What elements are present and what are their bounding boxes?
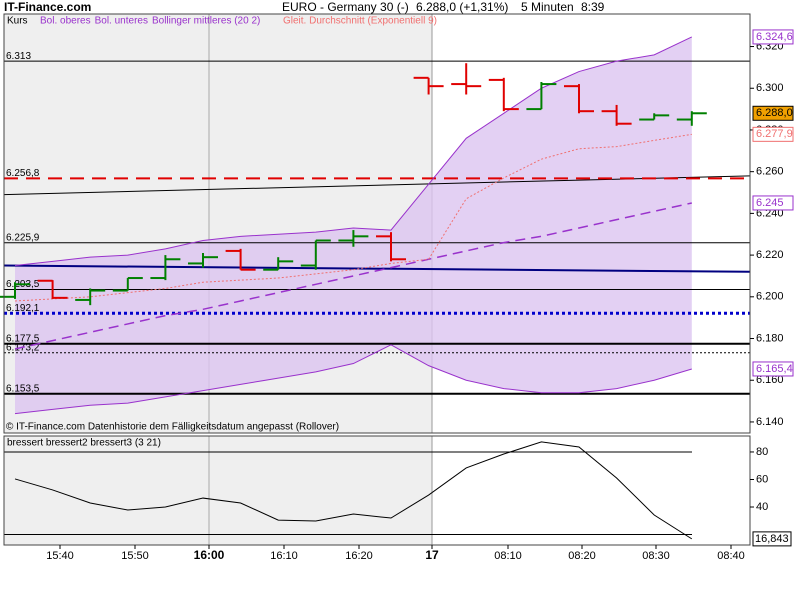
level-label: 6.153,5 <box>6 383 40 394</box>
indicator-line <box>14 202 692 350</box>
footer: © IT-Finance.com Datenhistorie dem Fälli… <box>6 422 339 433</box>
x-tick-label: 17 <box>425 548 439 562</box>
x-tick-label: 08:30 <box>642 550 670 562</box>
previous-day-shade <box>4 436 432 545</box>
level-label: 6.313 <box>6 51 31 62</box>
end-label-box <box>752 126 794 142</box>
indicator-frame <box>3 435 751 546</box>
end-label: 6.288,0 <box>756 107 793 119</box>
y-label: Kurs <box>7 16 28 27</box>
y-tick-label: 6.180 <box>756 332 784 344</box>
indicator-line <box>14 36 693 267</box>
main-frame <box>3 13 751 434</box>
y-tick-label: 80 <box>756 446 768 458</box>
x-tick-label: 08:20 <box>568 550 596 562</box>
end-label: 6.277,9 <box>756 128 793 140</box>
y-tick-label: 6.260 <box>756 166 784 178</box>
x-tick-label: 15:50 <box>121 550 149 562</box>
end-label: 6.245 <box>756 197 784 209</box>
site-name: IT-Finance.com <box>4 0 91 14</box>
y-tick-label: 6.160 <box>756 374 784 386</box>
bollinger-band <box>15 36 692 414</box>
legend-entry: Bol. oberes <box>40 16 91 27</box>
x-tick-label: 08:10 <box>494 550 522 562</box>
legend-entry: Gleit. Durchschnitt (Exponentiell 9) <box>283 16 437 27</box>
level-label: 6.177,5 <box>6 333 40 344</box>
end-label: 6.324,6 <box>756 31 793 43</box>
y-tick-label: 40 <box>756 501 768 513</box>
y-tick-label: 6.300 <box>756 82 784 94</box>
end-label: 16,843 <box>755 533 789 545</box>
y-tick-label: 6.140 <box>756 416 784 428</box>
y-tick-label: 6.200 <box>756 291 784 303</box>
indicator-panel <box>4 436 693 545</box>
end-label-box <box>752 29 794 45</box>
legend-entry: Bollinger mittleres (20 2) <box>152 16 260 27</box>
quote: 6.288,0 (+1,31%) <box>416 0 508 14</box>
legend-entry: Bol. unteres <box>95 16 148 27</box>
end-label-box <box>752 195 794 211</box>
x-tick-label: 15:40 <box>46 550 74 562</box>
interval: 5 Minuten <box>521 0 574 14</box>
level-label: 6.256,8 <box>6 168 40 179</box>
chart-title: EURO - Germany 30 (-) <box>282 0 409 14</box>
trend-line <box>3 264 751 273</box>
x-tick-label: 16:10 <box>270 550 298 562</box>
x-tick-label: 08:40 <box>717 550 745 562</box>
end-label-box <box>752 531 792 547</box>
indicator-line <box>14 344 692 415</box>
level-label: 6.192,1 <box>6 303 40 314</box>
time: 8:39 <box>581 0 605 14</box>
indicator-line <box>14 133 692 302</box>
level-label: 6.225,9 <box>6 232 40 243</box>
end-label-box <box>752 361 794 377</box>
end-label-box <box>752 105 794 121</box>
end-label: 6.165,4 <box>756 363 793 375</box>
x-tick-label: 16:00 <box>194 548 225 562</box>
main-panel: 6.3136.256,86.225,96.203,56.192,16.177,5… <box>0 14 751 433</box>
y-tick-label: 60 <box>756 473 768 485</box>
x-tick-label: 16:20 <box>345 550 373 562</box>
y-tick-label: 6.220 <box>756 249 784 261</box>
indicator-title: bressert bressert2 bressert3 (3 21) <box>7 438 161 449</box>
indicator-line <box>14 441 693 540</box>
